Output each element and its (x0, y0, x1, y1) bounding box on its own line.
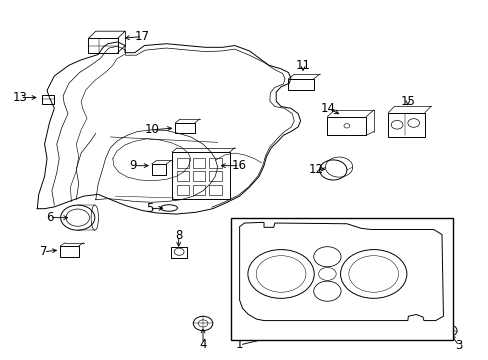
Bar (88, 39, 118, 53)
Text: 1: 1 (235, 338, 243, 351)
Bar (288, 79, 313, 90)
Bar (152, 164, 166, 175)
Text: 2: 2 (255, 281, 263, 294)
Bar (193, 185, 205, 195)
Text: 11: 11 (295, 59, 310, 72)
Bar (60, 246, 79, 257)
Bar (177, 171, 189, 181)
Text: 6: 6 (45, 211, 53, 224)
Text: 3: 3 (454, 339, 462, 352)
Text: 4: 4 (199, 338, 206, 351)
Bar (193, 171, 205, 181)
Bar (42, 95, 54, 104)
Text: 7: 7 (40, 245, 47, 258)
Bar (230, 218, 452, 339)
Bar (177, 185, 189, 195)
Text: 14: 14 (320, 102, 335, 115)
Text: 13: 13 (13, 91, 28, 104)
Text: 8: 8 (175, 229, 182, 242)
Text: 15: 15 (400, 95, 414, 108)
Bar (175, 123, 194, 133)
Bar (172, 152, 229, 199)
Bar (209, 171, 221, 181)
Bar (209, 158, 221, 168)
Text: 5: 5 (145, 202, 153, 215)
Text: 16: 16 (232, 159, 246, 172)
Text: 12: 12 (308, 163, 324, 176)
Text: 9: 9 (129, 159, 137, 172)
Text: 10: 10 (144, 123, 159, 136)
Bar (327, 117, 366, 135)
Bar (387, 113, 424, 137)
Text: 17: 17 (134, 30, 149, 43)
Bar (209, 185, 221, 195)
Bar (177, 158, 189, 168)
Bar (171, 247, 186, 258)
Bar (193, 158, 205, 168)
